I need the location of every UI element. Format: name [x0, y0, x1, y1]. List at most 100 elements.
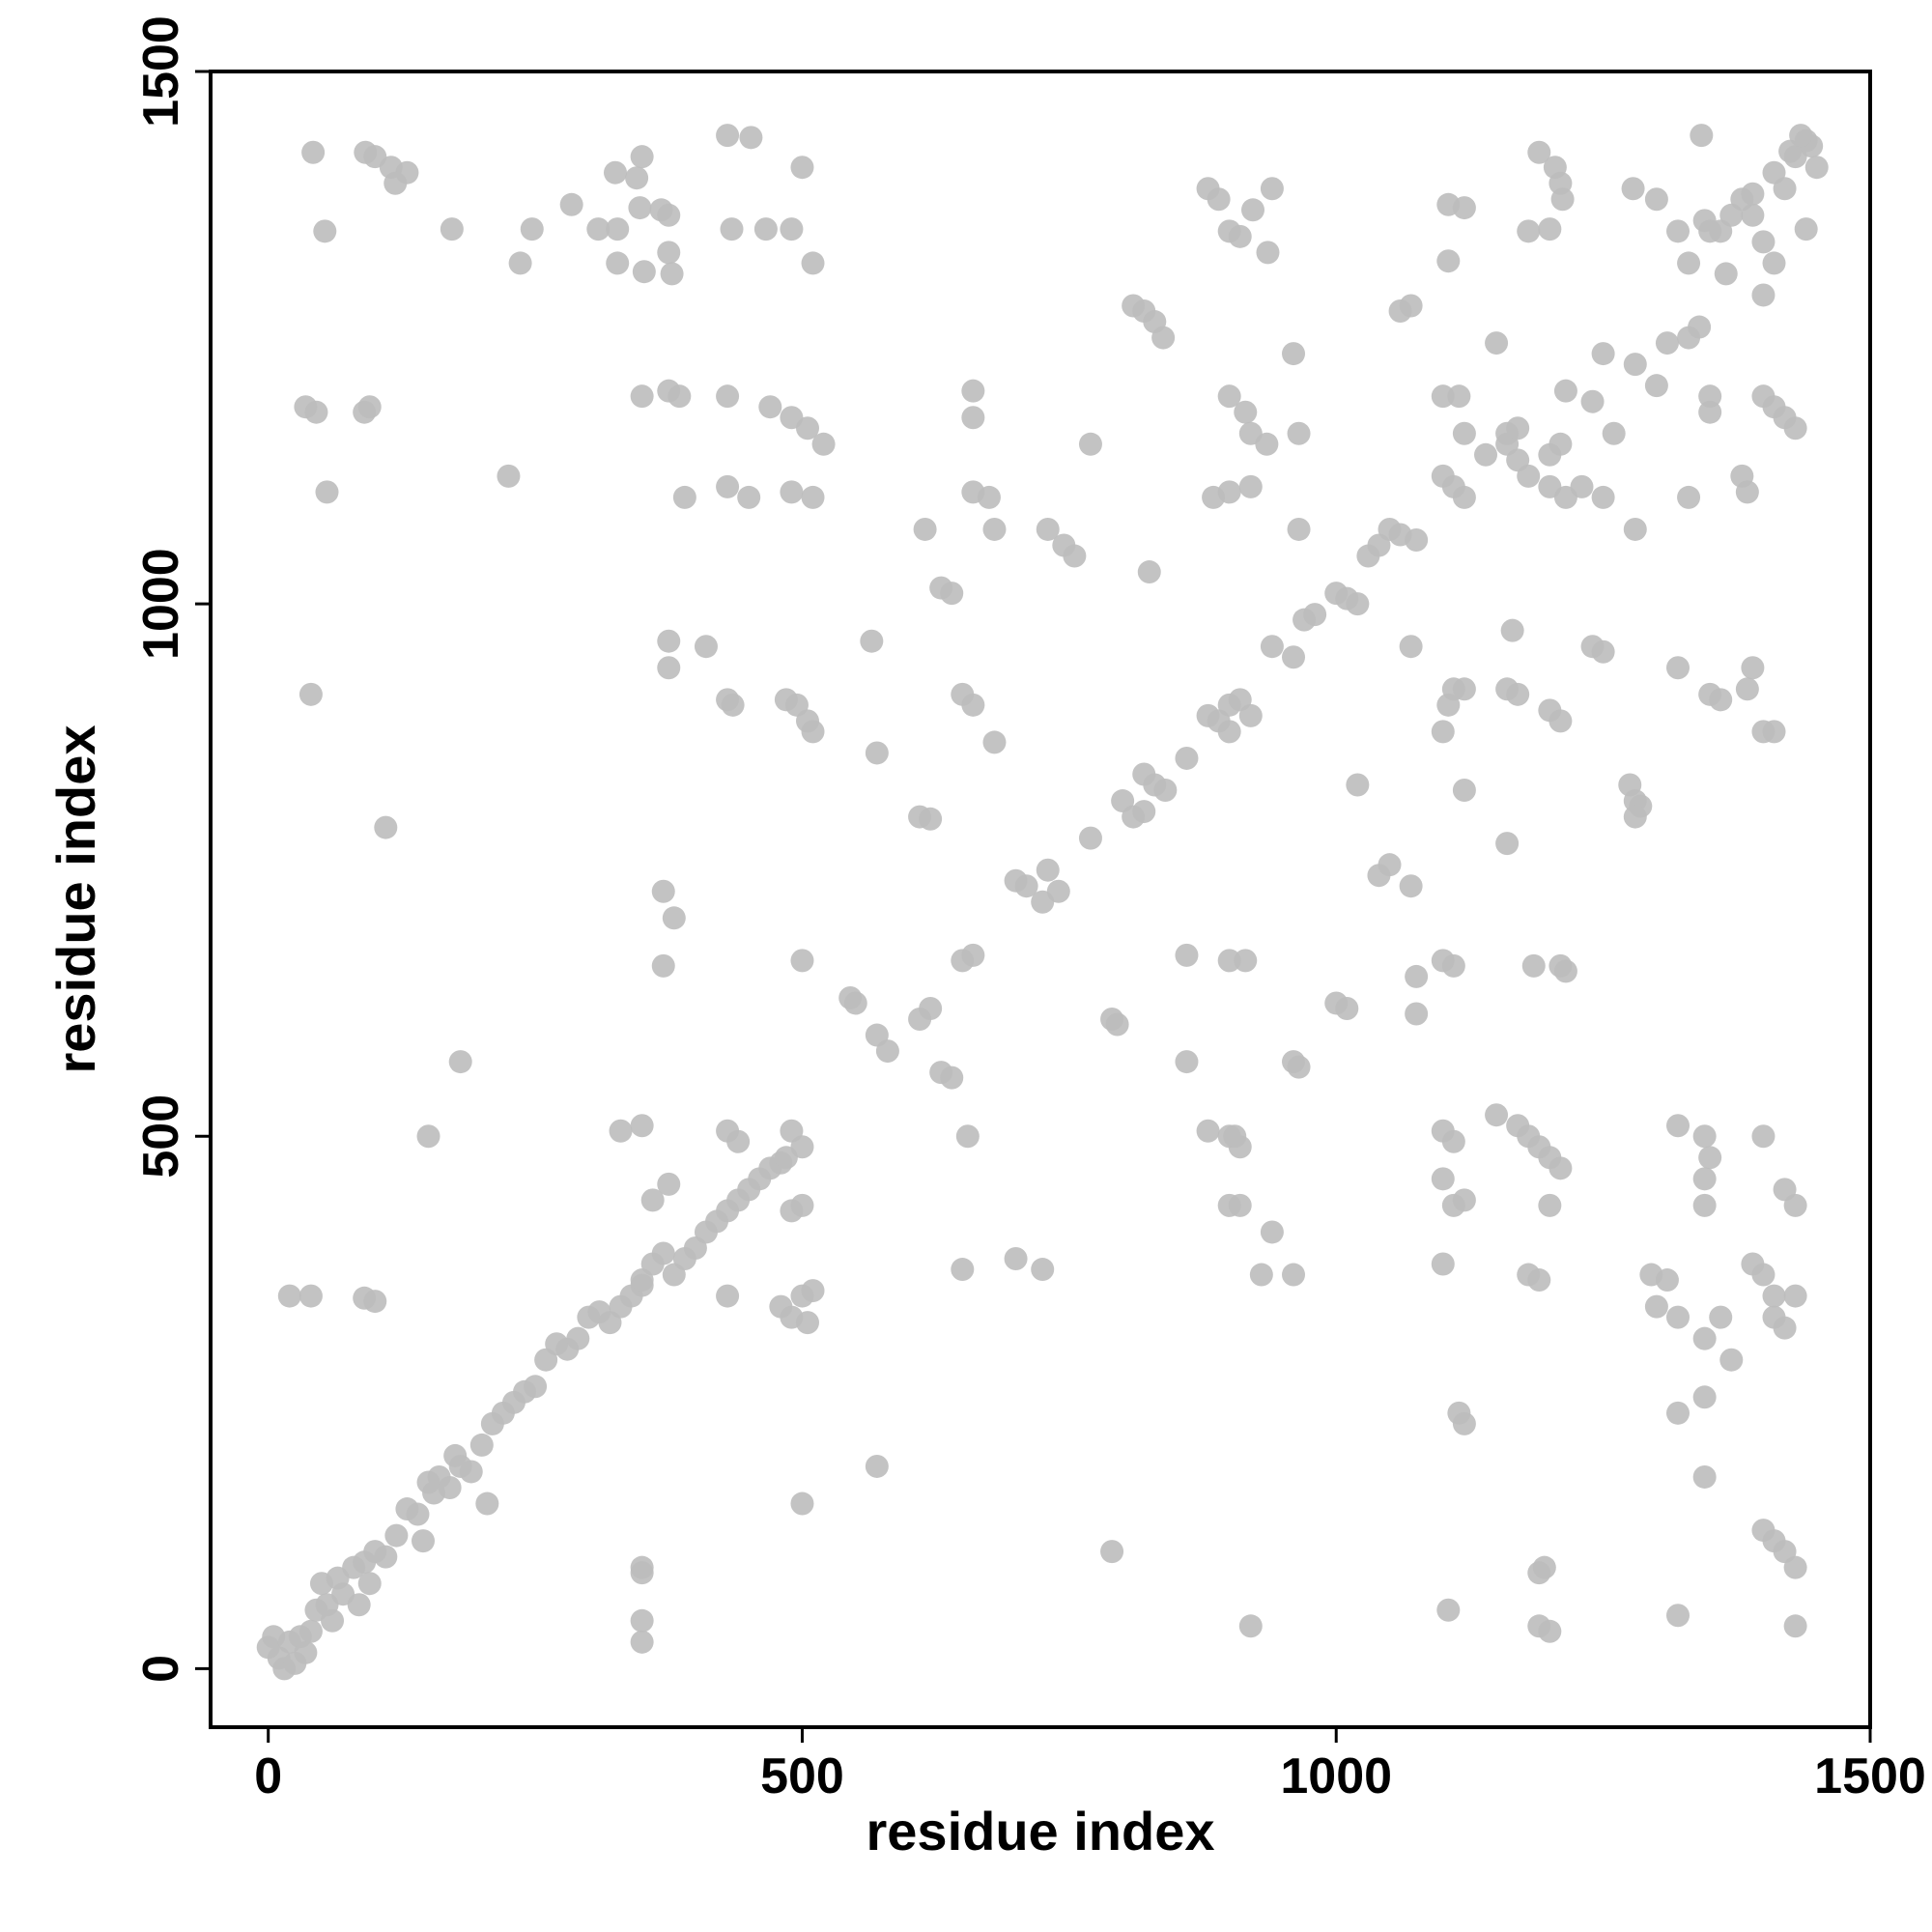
- y-tick-label: 1500: [133, 15, 189, 128]
- point: [630, 384, 654, 409]
- point: [801, 485, 825, 509]
- point: [1256, 241, 1280, 265]
- point: [1228, 1193, 1252, 1217]
- x-axis-title: residue index: [866, 1801, 1214, 1861]
- point: [1346, 773, 1370, 797]
- point: [955, 1124, 980, 1149]
- point: [459, 1460, 483, 1484]
- point: [1804, 156, 1829, 180]
- point: [1234, 400, 1258, 424]
- point: [508, 251, 532, 275]
- point: [609, 1119, 633, 1143]
- point: [1431, 1167, 1455, 1191]
- point: [440, 217, 464, 242]
- point: [497, 464, 521, 488]
- point: [277, 1284, 301, 1308]
- point: [1690, 124, 1714, 148]
- point: [780, 1199, 804, 1223]
- point: [1532, 1555, 1556, 1579]
- point: [1452, 196, 1476, 220]
- point: [795, 709, 819, 733]
- y-tick-label: 1000: [133, 548, 189, 660]
- point: [1527, 140, 1551, 164]
- point: [657, 203, 681, 227]
- point: [294, 1640, 318, 1664]
- point: [630, 145, 654, 169]
- point: [940, 582, 964, 606]
- plot-frame: [209, 70, 1872, 1729]
- y-axis-title: residue index: [45, 724, 106, 1073]
- point: [1132, 800, 1156, 824]
- point: [1553, 959, 1577, 983]
- point: [1356, 544, 1380, 568]
- point: [1623, 517, 1647, 541]
- y-tick-label: 500: [133, 1094, 189, 1179]
- point: [628, 196, 652, 220]
- point: [982, 517, 1007, 541]
- point: [566, 1326, 590, 1350]
- point: [347, 1593, 371, 1617]
- point: [298, 1619, 323, 1643]
- point: [1132, 762, 1156, 786]
- x-tick-label: 1500: [1814, 1748, 1926, 1804]
- point: [913, 517, 937, 541]
- point: [1751, 230, 1776, 254]
- point: [780, 217, 804, 242]
- point: [951, 1258, 975, 1282]
- point: [977, 485, 1001, 509]
- x-tick-label: 500: [760, 1748, 844, 1804]
- point: [961, 693, 985, 717]
- point: [795, 1311, 819, 1335]
- point: [1783, 1555, 1807, 1579]
- point: [1436, 1598, 1461, 1622]
- point: [1431, 720, 1455, 744]
- point: [1506, 416, 1530, 440]
- point: [1666, 1305, 1690, 1329]
- point: [1580, 389, 1605, 413]
- point: [1238, 703, 1263, 727]
- point: [357, 1572, 382, 1596]
- point: [1452, 421, 1476, 445]
- point: [1517, 219, 1541, 243]
- point: [1036, 858, 1060, 882]
- point: [1036, 517, 1060, 541]
- point: [1623, 805, 1647, 829]
- point: [1719, 1348, 1744, 1372]
- point: [860, 629, 884, 653]
- point: [1441, 953, 1465, 978]
- point: [520, 217, 544, 242]
- point: [651, 1241, 675, 1265]
- point: [716, 1284, 740, 1308]
- point: [758, 395, 782, 419]
- point: [1405, 1002, 1429, 1026]
- point: [657, 241, 681, 265]
- point: [1137, 560, 1161, 584]
- point: [412, 1529, 436, 1553]
- point: [1655, 331, 1679, 355]
- point: [1078, 432, 1102, 456]
- point: [1538, 1619, 1562, 1643]
- point: [603, 160, 627, 185]
- point: [1175, 1050, 1199, 1074]
- point: [801, 251, 825, 275]
- point: [790, 156, 814, 180]
- point: [1677, 251, 1701, 275]
- point: [1175, 746, 1199, 770]
- point: [1452, 1188, 1476, 1212]
- point: [1217, 480, 1241, 504]
- point: [790, 949, 814, 973]
- point: [1452, 1411, 1476, 1435]
- point: [811, 432, 836, 456]
- point: [384, 1523, 409, 1548]
- point: [651, 953, 675, 978]
- point: [716, 124, 740, 148]
- point: [716, 474, 740, 498]
- point: [374, 1545, 398, 1569]
- point: [1282, 342, 1306, 366]
- point: [1447, 384, 1471, 409]
- point: [1217, 384, 1241, 409]
- point: [1789, 124, 1813, 148]
- point: [1751, 1124, 1776, 1149]
- point: [1441, 1129, 1465, 1153]
- point: [1666, 1604, 1690, 1628]
